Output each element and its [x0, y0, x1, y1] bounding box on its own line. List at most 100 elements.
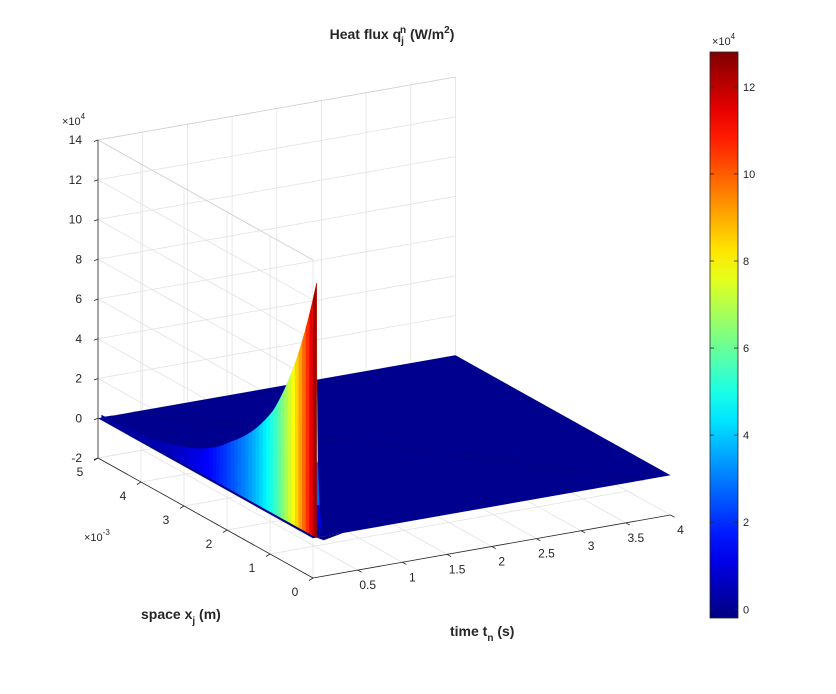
surface-ridge	[251, 428, 256, 504]
surface-patch	[320, 533, 328, 536]
colorbar-exponent-label: ×104	[712, 32, 736, 48]
surface-ridge	[190, 447, 195, 470]
surface-ridge	[176, 445, 181, 462]
z-tick-label: 12	[69, 173, 83, 187]
surface-ridge	[291, 363, 296, 526]
y-axis-label: space xj (m)	[141, 606, 221, 627]
x-tick-label: 2.5	[538, 547, 555, 561]
y-tick-mark	[265, 553, 271, 557]
surface-ridge	[194, 448, 199, 472]
z-tick-mark	[93, 378, 99, 381]
title-sub: j	[400, 36, 404, 47]
surface-ridge	[237, 437, 242, 496]
surface-plane-front	[98, 417, 317, 539]
y-tick-label: 3	[163, 513, 170, 527]
colorbar-tick-label: 4	[743, 430, 749, 442]
surface-ridge	[223, 443, 228, 488]
surface-ridge	[244, 433, 249, 500]
surface-ridge	[248, 431, 253, 502]
x-tick-label: 0.5	[359, 578, 376, 592]
surface-ridge	[277, 397, 281, 518]
surface-ridge	[284, 382, 289, 522]
y-tick-label: 0	[292, 585, 299, 599]
y-tick-mark	[136, 481, 142, 485]
colorbar-tick-label: 10	[743, 169, 755, 181]
surface-ridge	[302, 328, 306, 532]
surface-ridge	[294, 352, 299, 528]
surface-ridge	[266, 414, 271, 512]
heat-flux-surface	[98, 283, 671, 541]
x-axis-label: time tn (s)	[450, 623, 514, 644]
z-tick-mark	[93, 298, 99, 301]
surface-ridge	[183, 447, 188, 466]
surface-ridge	[312, 283, 317, 538]
surface-ridge	[205, 448, 210, 478]
x-tick-label: 2	[498, 555, 505, 569]
x-tick-mark	[446, 554, 452, 557]
surface-ridge	[280, 390, 285, 520]
colorbar-tick-label: 8	[743, 256, 749, 268]
z-tick-mark	[93, 258, 99, 262]
surface-ridge	[298, 341, 303, 530]
surface-ridge	[201, 448, 206, 476]
colorbar-tick-label: 12	[743, 82, 755, 94]
y-tick-label: 5	[77, 465, 84, 479]
surface-ridge	[309, 299, 314, 536]
x-tick-mark	[491, 546, 496, 550]
title-sup: n	[400, 25, 406, 36]
y-tick-label: 4	[120, 489, 127, 503]
surface-ridge	[169, 444, 174, 458]
z-tick-mark	[93, 139, 99, 142]
z-tick-mark	[93, 457, 99, 460]
surface-ridge	[198, 448, 203, 474]
surface-ridge	[158, 440, 163, 452]
y-tick-mark	[179, 505, 185, 509]
z-tick-label: 4	[75, 332, 82, 346]
surface-trough	[133, 411, 644, 481]
title-unit-sup: 2	[444, 25, 450, 36]
surface-ridge	[165, 443, 170, 456]
z-tick-label: 10	[69, 213, 83, 227]
surface-ridge	[219, 444, 224, 486]
colorbar-tick-label: 6	[743, 343, 749, 355]
x-tick-label: 1.5	[449, 562, 466, 576]
y-tick-mark	[308, 577, 314, 581]
z-tick-label: 0	[75, 411, 82, 425]
surface-ridge	[262, 418, 267, 510]
surface-ridge	[172, 444, 178, 460]
colorbar-ticks: 0 2 4 6 8 10 12	[710, 82, 755, 616]
surface-ridge	[269, 409, 274, 514]
surface-ridge	[233, 439, 238, 494]
z-tick-mark	[93, 338, 99, 341]
x-tick-mark	[625, 522, 631, 526]
surface-plane	[101, 355, 671, 538]
z-tick-mark	[93, 417, 99, 421]
z-exponent-label: ×104	[62, 112, 86, 128]
surface-ridge	[212, 446, 217, 482]
surface-ridge	[215, 446, 221, 484]
surface-ridge	[273, 403, 278, 516]
surface-ridge	[187, 447, 192, 468]
y-tick-label: 2	[206, 537, 213, 551]
surface-ridge	[305, 314, 310, 534]
surface-ridge	[180, 446, 185, 464]
surface-ridge	[259, 421, 263, 508]
x-tick-mark	[536, 538, 541, 542]
surface-ridge	[255, 425, 260, 506]
z-tick-label: 8	[75, 252, 82, 266]
surface-ridge	[241, 435, 246, 498]
surface-ridge	[208, 447, 213, 480]
z-tick-mark	[93, 179, 99, 182]
surface-ridge	[226, 441, 231, 490]
x-tick-label: 3	[588, 539, 595, 553]
x-tick-label: 4	[677, 523, 684, 537]
z-tick-label: 6	[75, 292, 82, 306]
colorbar	[709, 51, 739, 619]
surface-ridge	[287, 373, 292, 524]
z-tick-label: 2	[75, 372, 82, 386]
surface-undershoot	[316, 532, 344, 541]
colorbar-tick-label: 2	[743, 517, 749, 529]
chart-title: Heat flux qjn (W/m2)	[330, 25, 455, 47]
x-tick-mark	[670, 514, 675, 518]
